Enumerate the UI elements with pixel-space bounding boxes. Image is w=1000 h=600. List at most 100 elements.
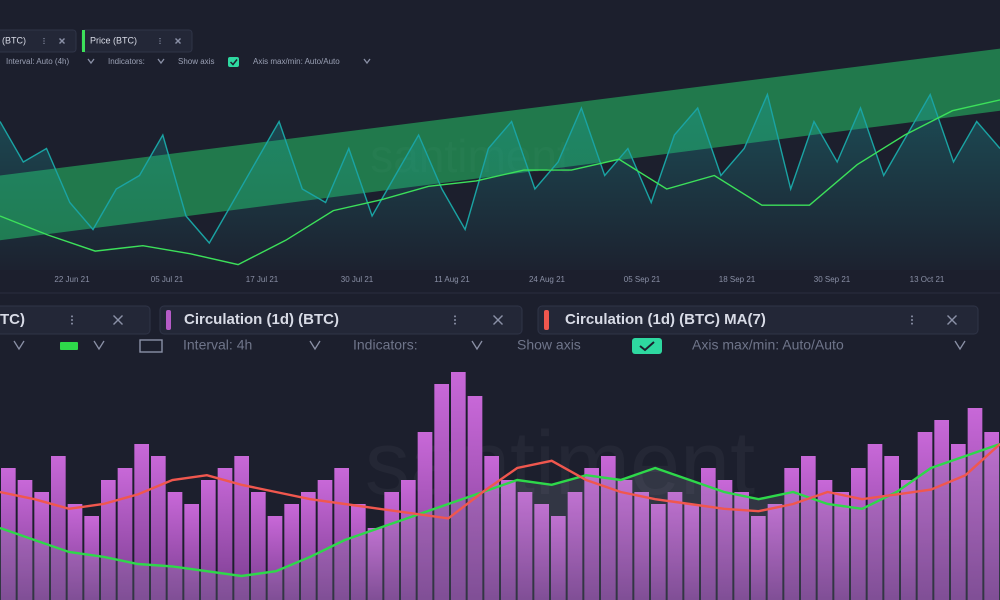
bar (484, 456, 499, 600)
tab[interactable] (0, 305, 151, 335)
line (0, 442, 1000, 578)
checkbox[interactable] (228, 57, 239, 67)
bar (767, 504, 783, 600)
bar (84, 516, 99, 600)
checkbox[interactable] (632, 338, 662, 354)
bar (967, 408, 983, 600)
x-tick-label: 24 Aug 21 (529, 275, 566, 284)
bar (234, 456, 249, 600)
line (0, 92, 1000, 245)
menu-dot[interactable] (159, 37, 161, 40)
bar (34, 492, 49, 600)
toolbar-label[interactable]: Axis max/min: Auto/Auto (692, 337, 844, 353)
check (639, 341, 655, 352)
bar (117, 468, 133, 600)
x-tick-label: 30 Jul 21 (341, 275, 374, 284)
toolbar-label[interactable]: Show axis (517, 337, 581, 353)
bar (334, 468, 349, 600)
tab-color (82, 30, 85, 52)
close-icon[interactable] (947, 315, 957, 325)
tab-color (166, 310, 171, 330)
menu-dot[interactable] (911, 319, 913, 321)
close-icon[interactable] (493, 315, 503, 325)
bar (101, 480, 116, 600)
bar (301, 492, 316, 600)
close-icon[interactable] (113, 315, 123, 325)
toolbar-label[interactable]: Show axis (178, 57, 214, 66)
menu-dot[interactable] (43, 37, 45, 40)
bar (701, 468, 716, 600)
tab-label: Circulation (1d) (BTC) (184, 311, 339, 328)
bar (551, 516, 566, 600)
menu-dot[interactable] (71, 319, 73, 321)
x-tick-label: 17 Jul 21 (246, 275, 279, 284)
toolbar-label[interactable]: Interval: 4h (183, 337, 252, 353)
tab[interactable] (159, 305, 523, 335)
bar (567, 492, 583, 600)
close-icon[interactable] (175, 38, 181, 44)
bar (601, 456, 616, 600)
bar (267, 516, 283, 600)
toolbar-label[interactable]: Axis max/min: Auto/Auto (253, 57, 340, 66)
bar (517, 492, 533, 600)
bar (501, 480, 516, 600)
bar (851, 468, 866, 600)
bar (284, 504, 299, 600)
bar (584, 468, 599, 600)
bar (317, 480, 333, 600)
chevron (87, 58, 95, 65)
interval-icon (139, 339, 163, 353)
toolbar-label[interactable]: Indicators: (108, 57, 145, 66)
x-tick-label: 13 Oct 21 (910, 275, 945, 284)
menu-dot[interactable] (43, 40, 45, 42)
bar (867, 444, 883, 600)
tab-label: TC) (0, 311, 25, 328)
bar (751, 516, 766, 600)
chevron (157, 58, 165, 65)
toolbar-label[interactable]: Interval: Auto (4h) (6, 57, 69, 66)
bar (801, 456, 816, 600)
bar (351, 504, 366, 600)
area (0, 94, 1000, 270)
menu-dot[interactable] (43, 42, 45, 45)
chevron (93, 340, 105, 351)
chevron (363, 58, 371, 65)
menu-dot[interactable] (911, 322, 913, 325)
color-swatch[interactable] (60, 342, 78, 350)
bar (401, 480, 416, 600)
toolbar-label[interactable]: Indicators: (353, 337, 418, 353)
chevron (954, 340, 966, 351)
line (0, 443, 1000, 520)
menu-dot[interactable] (159, 40, 161, 42)
menu-dot[interactable] (454, 315, 456, 318)
tab[interactable] (537, 305, 979, 335)
close-icon[interactable] (59, 38, 65, 44)
bar (17, 480, 33, 600)
menu-dot[interactable] (71, 315, 73, 318)
bar (134, 444, 149, 600)
x-tick-label: 30 Sep 21 (814, 275, 851, 284)
bar (984, 432, 999, 600)
menu-dot[interactable] (454, 319, 456, 321)
menu-dot[interactable] (71, 322, 73, 325)
line (0, 99, 1000, 266)
menu-dot[interactable] (159, 42, 161, 45)
tab-label: Price (BTC) (90, 35, 137, 45)
bar (651, 504, 666, 600)
area (0, 444, 1000, 600)
tab[interactable] (0, 29, 77, 53)
x-tick-label: 05 Jul 21 (151, 275, 184, 284)
bar (51, 456, 66, 600)
bar (684, 504, 699, 600)
bar (667, 492, 683, 600)
bar (784, 468, 799, 600)
menu-dot[interactable] (911, 315, 913, 318)
check (229, 59, 238, 66)
x-tick-label: 22 Jun 21 (54, 275, 90, 284)
chevron (471, 340, 483, 351)
x-tick-label: 18 Sep 21 (719, 275, 756, 284)
menu-dot[interactable] (454, 322, 456, 325)
bar (834, 492, 849, 600)
bar (384, 492, 399, 600)
